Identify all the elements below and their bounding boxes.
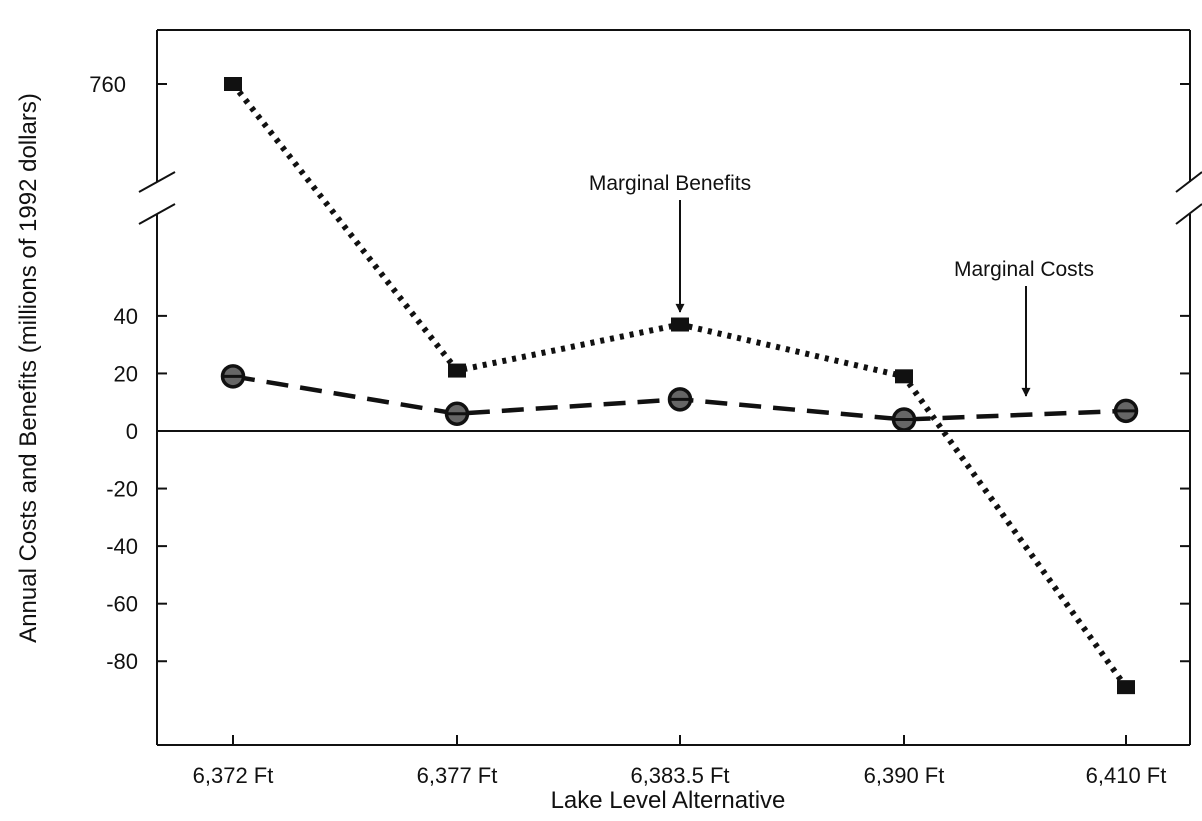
y-axis-ticks: 760 40 20 0 -20 -40 -60 -80 6,372 Ft 6,377 Ft 6,38… [89,72,1190,788]
y-tick-label: -40 [106,534,138,559]
break-mark-left-upper [138,171,176,193]
series-layer [220,77,1139,695]
break-mark-right-upper [1175,171,1202,193]
x-tick-label: 6,372 Ft [193,763,274,788]
y-tick-label-upper: 760 [89,72,126,97]
benefit-point [448,363,466,378]
break-mark-right-lower [1175,203,1202,225]
x-tick-label: 6,390 Ft [864,763,945,788]
series-marginal-costs [220,364,1139,432]
series-marginal-benefits [224,77,1135,695]
y-tick-label: -80 [106,649,138,674]
benefit-point [895,369,913,384]
benefit-point [671,317,689,332]
plot-frame [138,29,1202,746]
x-tick-label: 6,410 Ft [1086,763,1167,788]
y-tick-label: 40 [114,304,138,329]
annotation-marginal-benefits: Marginal Benefits [589,172,751,195]
benefit-point [224,77,242,91]
benefit-point [1117,680,1135,695]
y-tick-label: 0 [126,419,138,444]
annotation-layer: Marginal Benefits Marginal Costs [589,172,1094,397]
annotation-marginal-costs: Marginal Costs [954,258,1094,281]
y-tick-label: -20 [106,477,138,502]
y-tick-label: 20 [114,361,138,386]
x-tick-label: 6,377 Ft [417,763,498,788]
y-tick-label: -60 [106,592,138,617]
x-tick-label: 6,383.5 Ft [630,763,729,788]
break-mark-left-lower [138,203,176,225]
x-axis-title: Lake Level Alternative [551,787,786,814]
y-axis-title: Annual Costs and Benefits (millions of 1… [15,93,42,643]
